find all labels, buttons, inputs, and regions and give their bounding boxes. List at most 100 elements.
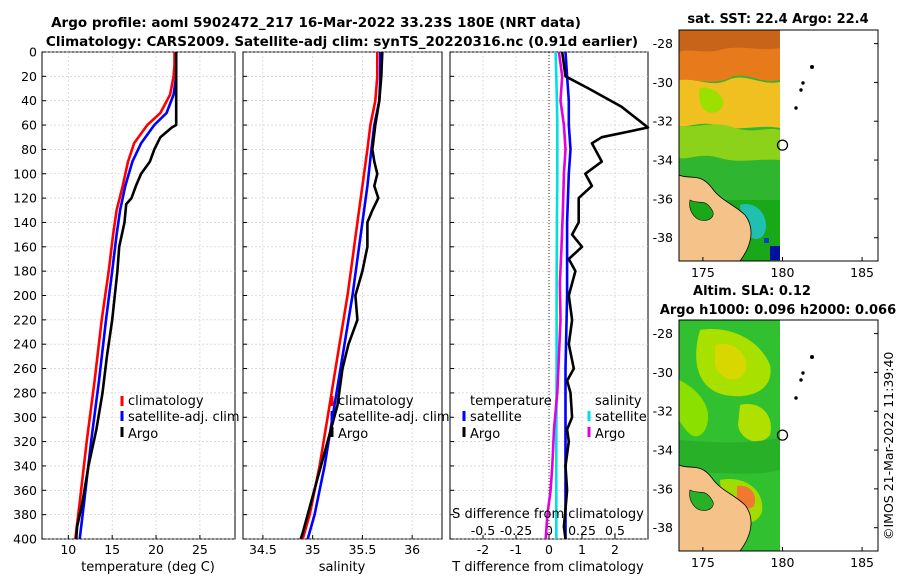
depth-tick-label: 220 [13, 312, 37, 327]
sla-map-title-line1: Altim. SLA: 0.12 [693, 284, 811, 299]
depth-tick-label: 380 [13, 507, 37, 522]
legend-climatology: climatology [128, 394, 204, 409]
temperature-series [74, 52, 178, 540]
depth-tick-label: 20 [21, 69, 37, 84]
temperature-x-tick-label: 25 [192, 542, 208, 557]
depth-tick-label: 300 [13, 410, 37, 425]
s-difference-tick-label: 0.5 [605, 523, 625, 538]
sst-map-frame [678, 29, 879, 262]
temperature-grid [42, 51, 235, 540]
sla-map-frame [678, 319, 879, 552]
series-climatology [74, 52, 176, 540]
temperature-tick-labels: 10 15 20 25 [60, 542, 207, 557]
latitude-tick-label: -32 [653, 404, 673, 419]
sst-map-image [679, 30, 878, 261]
difference-grid [450, 51, 648, 540]
depth-tick-label: 160 [13, 239, 37, 254]
s-difference-tick-label: -0.25 [500, 523, 532, 538]
series-argo [74, 52, 178, 540]
depth-tick-label: 320 [13, 434, 37, 449]
difference-panel: -2 -1 0 1 2 -0.5 -0.25 0 0.25 0.5 T difference f… [449, 51, 650, 575]
longitude-tick-label: 175 [691, 265, 715, 280]
series-temperature-satellite [564, 51, 572, 539]
latitude-tick-label: -36 [653, 481, 673, 496]
sst-map-tick-labels: 175 180 185 -28 -30 -32 -34 -36 -38 [653, 36, 878, 280]
profile-location-marker [776, 429, 789, 441]
s-difference-tick-label: 0.25 [568, 523, 596, 538]
difference-x-tick-label: 0 [545, 542, 553, 557]
legend-temperature-title: temperature [470, 394, 552, 409]
temperature-x-tick-label: 10 [60, 542, 76, 557]
longitude-tick-label: 175 [691, 555, 715, 570]
depth-tick-label: 40 [21, 93, 37, 108]
t-difference-tick-labels: -2 -1 0 1 2 [477, 542, 619, 557]
salinity-x-tick-label: 35 [305, 542, 321, 557]
latitude-tick-label: -32 [653, 114, 673, 129]
latitude-tick-label: -28 [653, 36, 673, 51]
t-difference-legend: temperature satellite Argo [462, 394, 552, 442]
depth-tick-label: 140 [13, 215, 37, 230]
figure-title-line1: Argo profile: aoml 5902472_217 16-Mar-20… [51, 15, 581, 31]
salinity-x-tick-label: 36 [404, 542, 420, 557]
legend-salinity-title: salinity [595, 394, 642, 409]
depth-tick-label: 0 [29, 45, 37, 60]
depth-tick-label: 360 [13, 483, 37, 498]
difference-x-tick-label: 2 [611, 542, 619, 557]
latitude-tick-label: -38 [653, 230, 673, 245]
latitude-tick-label: -28 [653, 326, 673, 341]
figure-title-line2: Climatology: CARS2009. Satellite-adj cli… [46, 34, 638, 50]
depth-tick-label: 340 [13, 458, 37, 473]
depth-tick-label: 260 [13, 361, 37, 376]
series-salinity-argo [544, 51, 567, 540]
s-difference-tick-label: 0 [545, 523, 553, 538]
sla-map-image [679, 320, 878, 551]
sla-map-tick-labels: 175 180 185 -28 -30 -32 -34 -36 -38 [653, 326, 878, 570]
legend-satellite: satellite-adj. clim [128, 410, 240, 425]
latitude-tick-label: -34 [653, 153, 673, 168]
series-climatology [301, 52, 379, 540]
temperature-x-tick-label: 15 [104, 542, 120, 557]
difference-x-tick-label: -2 [477, 542, 489, 557]
salinity-x-tick-label: 34.5 [249, 542, 277, 557]
legend-climatology: climatology [338, 394, 414, 409]
sst-map-title: sat. SST: 22.4 Argo: 22.4 [687, 12, 868, 27]
depth-tick-label: 280 [13, 385, 37, 400]
profile-location-marker [776, 139, 789, 151]
imos-watermark: ©IMOS 21-Mar-2022 11:39:40 [881, 352, 896, 540]
series-temperature-argo [560, 51, 650, 540]
salinity-xlabel: salinity [319, 560, 366, 575]
temperature-legend: climatology satellite-adj. clim Argo [120, 394, 240, 442]
longitude-tick-label: 185 [850, 555, 874, 570]
depth-tick-labels: 0 20 40 60 80 100 120 140 160 180 200 220 240 260 280 3… [13, 45, 37, 547]
difference-x-tick-label: -1 [510, 542, 522, 557]
depth-tick-label: 400 [13, 532, 37, 547]
depth-tick-label: 80 [21, 142, 37, 157]
salinity-legend: climatology satellite-adj. clim Argo [330, 394, 450, 442]
temperature-panel: 0 20 40 60 80 100 120 140 160 180 200 220 240 260 280 3… [13, 45, 239, 576]
longitude-tick-label: 180 [771, 265, 795, 280]
t-difference-xlabel: T difference from climatology [451, 560, 644, 575]
temperature-x-tick-label: 20 [148, 542, 164, 557]
s-difference-label: S difference from climatology [452, 507, 644, 522]
legend-s-argo: Argo [595, 427, 625, 442]
legend-argo: Argo [128, 427, 158, 442]
depth-tick-label: 120 [13, 191, 37, 206]
sla-map-title-line2: Argo h1000: 0.096 h2000: 0.066 [660, 303, 896, 318]
series-argo [299, 51, 384, 540]
difference-x-tick-label: 1 [578, 542, 586, 557]
latitude-tick-label: -30 [653, 365, 673, 380]
latitude-tick-label: -38 [653, 520, 673, 535]
depth-tick-label: 200 [13, 288, 37, 303]
difference-series [544, 51, 650, 540]
s-difference-tick-label: -0.5 [471, 523, 495, 538]
legend-t-satellite: satellite [470, 410, 522, 425]
series-salinity-satellite [554, 51, 559, 539]
legend-satellite: satellite-adj. clim [338, 410, 450, 425]
depth-tick-label: 240 [13, 337, 37, 352]
longitude-tick-label: 180 [771, 555, 795, 570]
salinity-tick-labels: 34.5 35 35.5 36 [249, 542, 420, 557]
salinity-x-tick-label: 35.5 [348, 542, 376, 557]
longitude-tick-label: 185 [850, 265, 874, 280]
depth-tick-label: 60 [21, 118, 37, 133]
